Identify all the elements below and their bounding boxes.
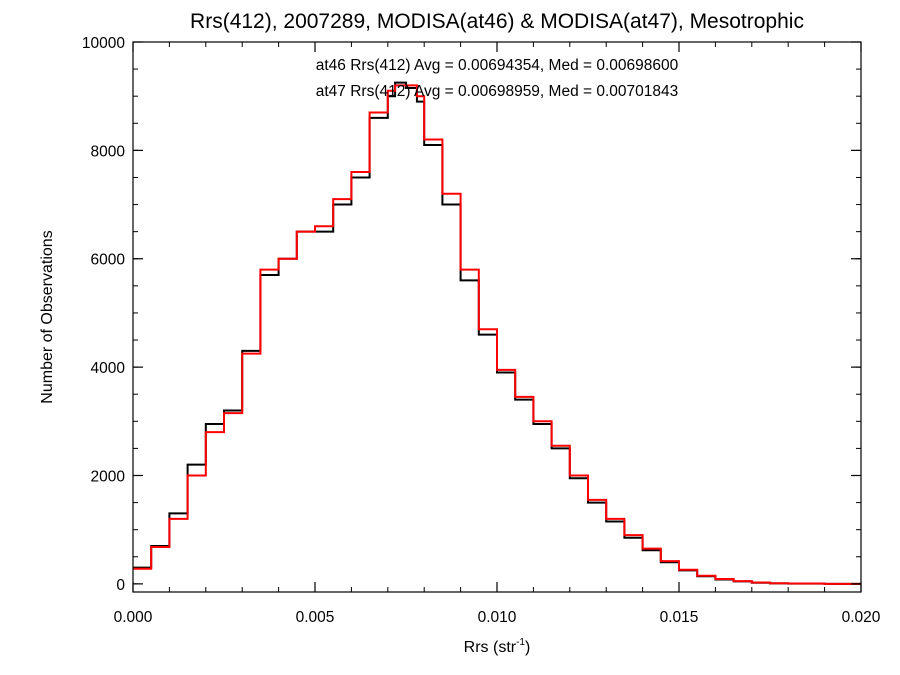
annotation-at47: at47 Rrs(412) Avg = 0.00698959, Med = 0.… [316, 83, 679, 100]
x-tick-label: 0.020 [842, 609, 881, 626]
y-tick-label: 2000 [91, 468, 126, 485]
y-tick-label: 6000 [91, 252, 126, 269]
x-axis-label-close: ) [525, 639, 530, 656]
y-axis: 0 2000 4000 6000 8000 10000 [82, 35, 861, 594]
x-axis: 0.000 0.005 0.010 0.015 0.020 [114, 42, 881, 626]
series-group [133, 81, 861, 585]
annotation-at46: at46 Rrs(412) Avg = 0.00694354, Med = 0.… [316, 57, 679, 74]
y-tick-label: 0 [116, 577, 125, 594]
x-tick-label: 0.015 [660, 609, 699, 626]
y-tick-label: 4000 [91, 360, 126, 377]
y-tick-label: 10000 [82, 35, 125, 52]
chart-title: Rrs(412), 2007289, MODISA(at46) & MODISA… [190, 10, 804, 33]
x-axis-label: Rrs (str-1) [464, 637, 531, 656]
series-line-at47 [133, 84, 861, 585]
y-axis-label: Number of Observations [39, 230, 56, 403]
x-tick-label: 0.010 [478, 609, 517, 626]
x-tick-label: 0.000 [114, 609, 153, 626]
x-tick-label: 0.005 [296, 609, 335, 626]
x-axis-label-main: Rrs (str [464, 639, 517, 656]
x-axis-label-sup: -1 [516, 637, 525, 648]
plot-frame [132, 41, 862, 593]
y-tick-label: 8000 [91, 143, 126, 160]
